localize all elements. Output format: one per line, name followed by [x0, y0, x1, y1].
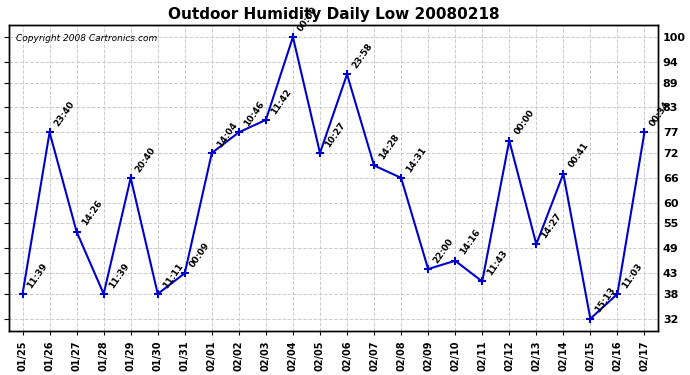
Text: 00:00: 00:00 — [513, 108, 536, 136]
Text: 14:31: 14:31 — [404, 145, 428, 174]
Text: 00:00: 00:00 — [296, 4, 319, 33]
Text: 14:04: 14:04 — [215, 120, 239, 149]
Text: 11:03: 11:03 — [621, 261, 644, 290]
Text: 20:40: 20:40 — [134, 145, 158, 174]
Text: 11:39: 11:39 — [26, 261, 50, 290]
Text: 00:41: 00:41 — [566, 141, 591, 170]
Text: 00:34: 00:34 — [648, 100, 671, 128]
Text: 10:27: 10:27 — [323, 120, 347, 149]
Text: 11:39: 11:39 — [107, 261, 131, 290]
Text: 23:40: 23:40 — [53, 99, 77, 128]
Text: 23:58: 23:58 — [351, 42, 374, 70]
Text: 11:43: 11:43 — [486, 249, 509, 278]
Text: Copyright 2008 Cartronics.com: Copyright 2008 Cartronics.com — [15, 34, 157, 43]
Text: 10:46: 10:46 — [242, 99, 266, 128]
Text: 14:27: 14:27 — [540, 211, 564, 240]
Text: 14:26: 14:26 — [80, 199, 104, 228]
Text: 11:11: 11:11 — [161, 261, 185, 290]
Title: Outdoor Humidity Daily Low 20080218: Outdoor Humidity Daily Low 20080218 — [168, 7, 500, 22]
Text: 14:16: 14:16 — [458, 228, 482, 256]
Text: 15:13: 15:13 — [593, 286, 618, 315]
Text: 22:00: 22:00 — [431, 237, 455, 265]
Text: 14:28: 14:28 — [377, 133, 401, 161]
Text: 00:09: 00:09 — [188, 241, 212, 269]
Text: 11:42: 11:42 — [269, 87, 293, 116]
